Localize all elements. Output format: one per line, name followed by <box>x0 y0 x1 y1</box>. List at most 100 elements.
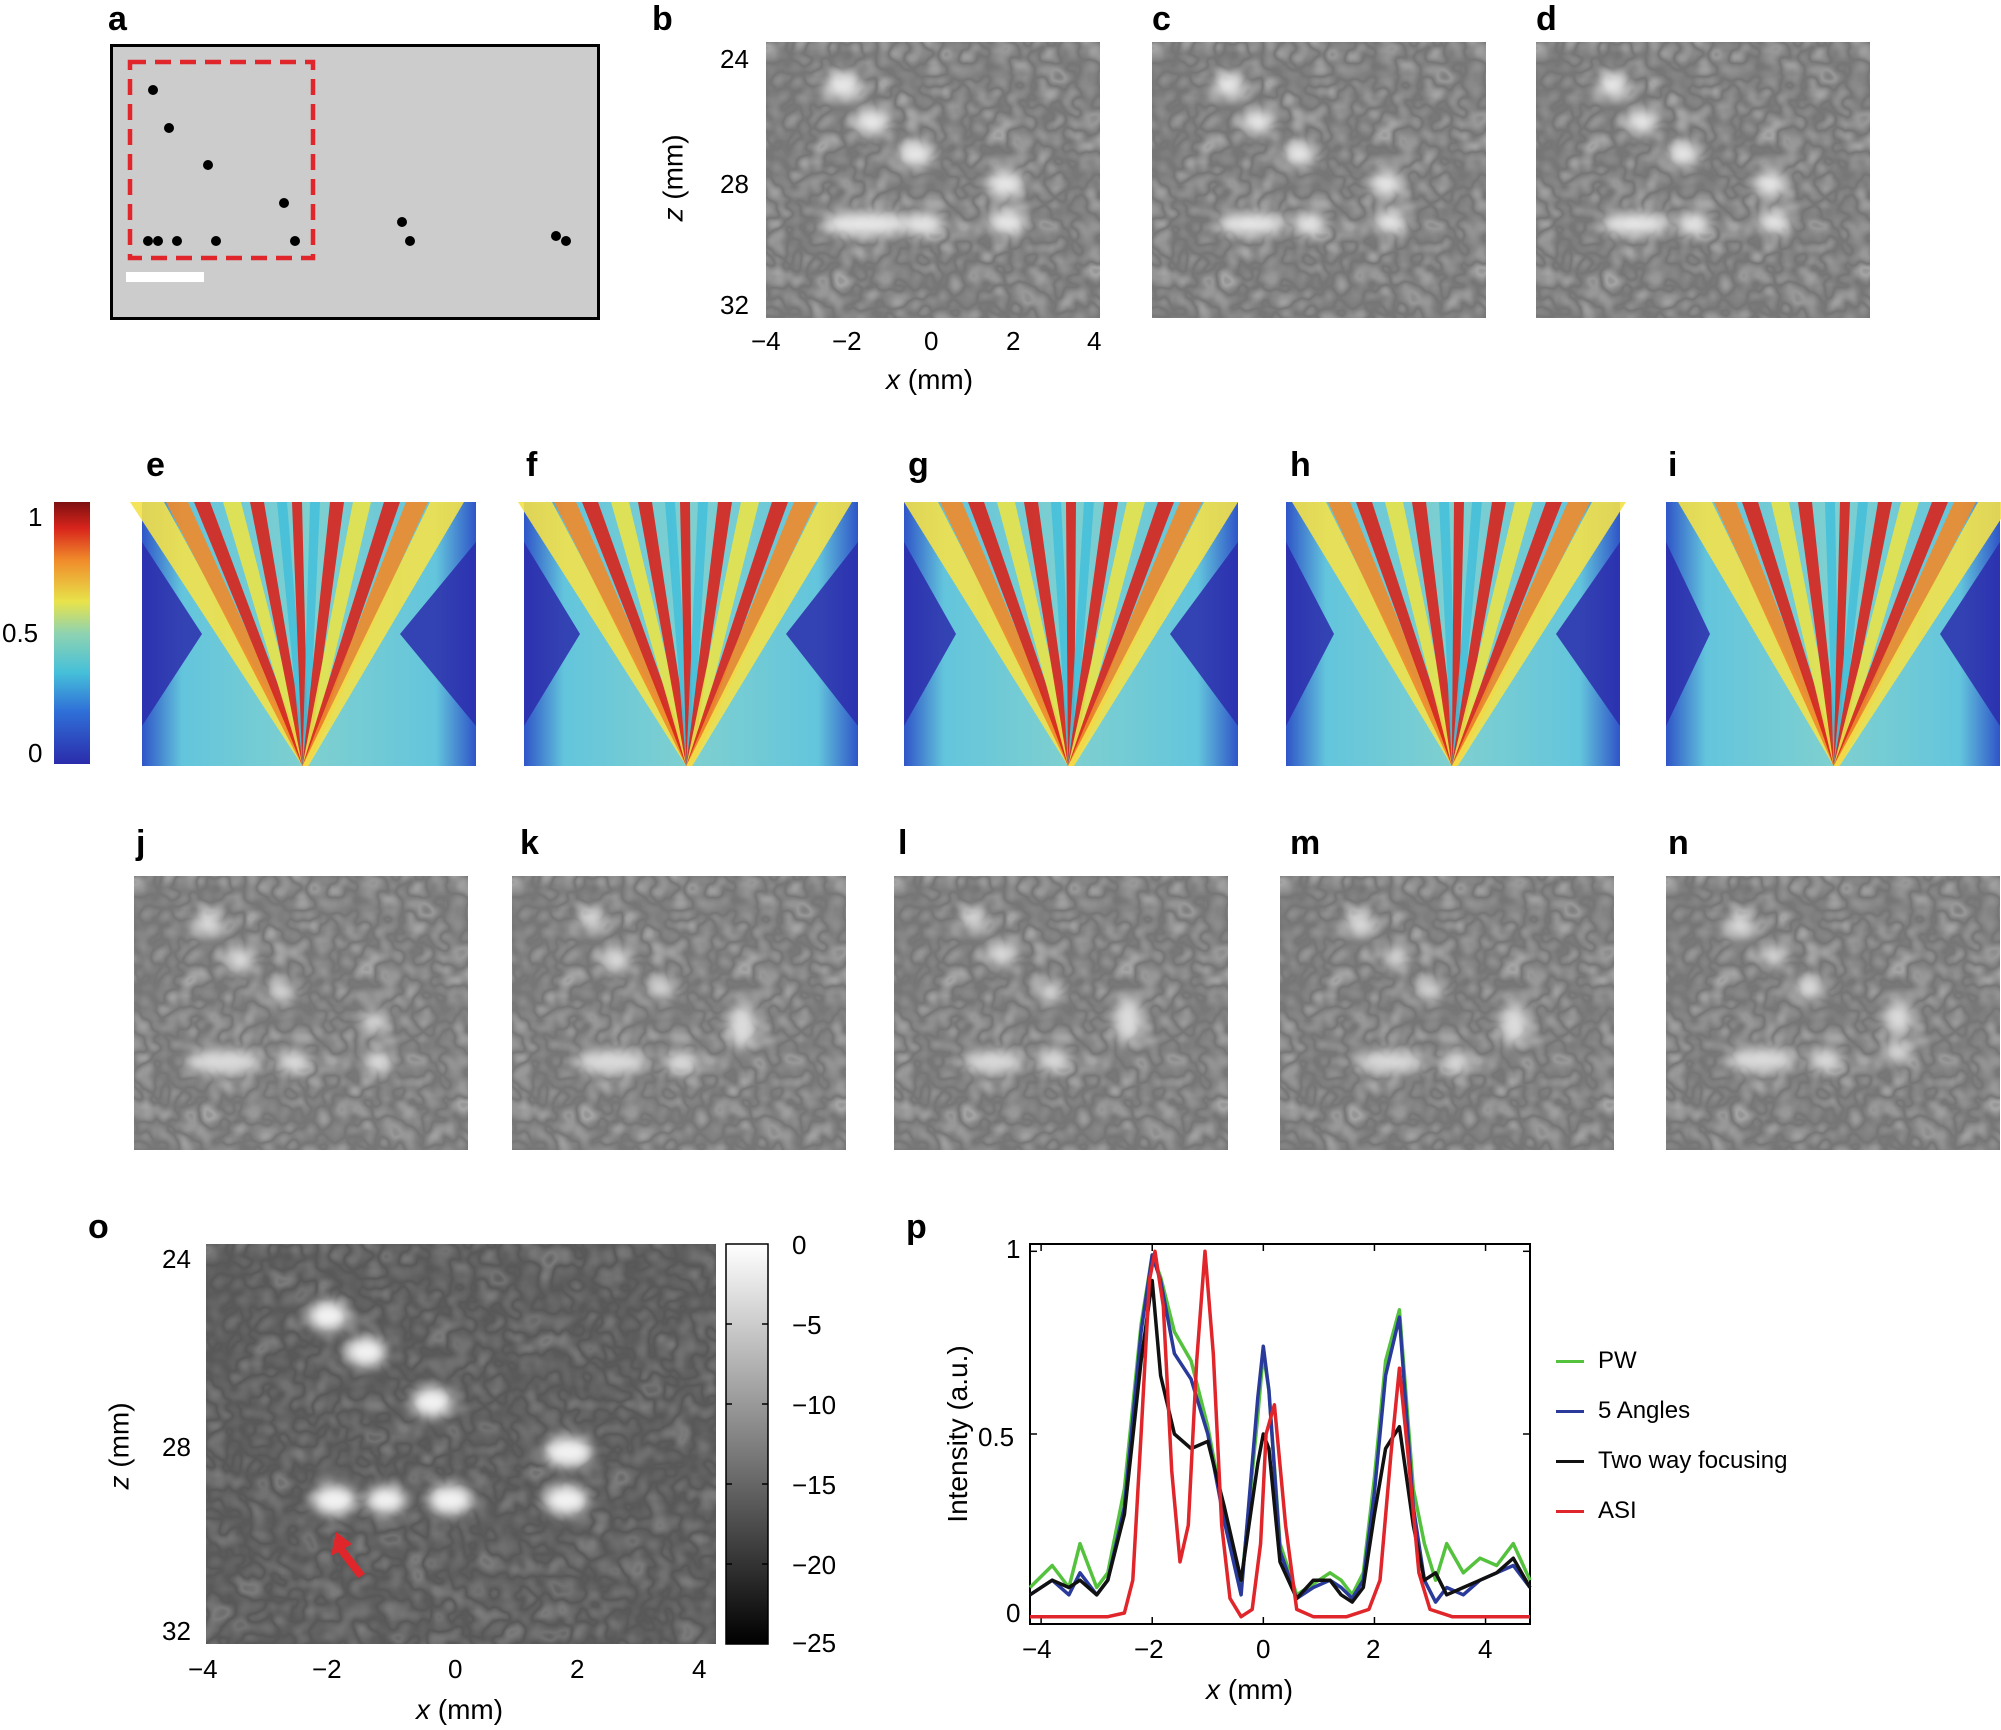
beam-pattern-i <box>1666 502 2001 766</box>
bmode-image-c <box>1152 42 1486 318</box>
beam-stripe <box>686 502 788 766</box>
colorbar-tick-05: 0.5 <box>2 618 39 648</box>
o-xtick-2: 2 <box>570 1654 585 1684</box>
beam-wedge-left <box>1666 542 1710 726</box>
subimage-l <box>894 876 1228 1150</box>
beam-stripe <box>1451 502 1590 766</box>
beam-stripe <box>554 502 693 766</box>
panel-label-h: h <box>1290 446 1311 484</box>
o-xtick-m2: −2 <box>312 1654 342 1684</box>
beam-stripe <box>1742 502 1840 766</box>
p-xtick-m4: −4 <box>1022 1634 1052 1664</box>
beam-stripe <box>940 502 1074 766</box>
bmode-image-b <box>766 42 1100 318</box>
o-ytick-24: 24 <box>162 1244 191 1274</box>
panel-label-o: o <box>88 1208 109 1246</box>
beam-stripe <box>686 502 816 766</box>
p-ytick-1: 1 <box>1006 1234 1021 1264</box>
panel-label-f: f <box>526 446 538 484</box>
beam-stripe <box>1068 502 1202 766</box>
beam-stripe <box>686 502 708 766</box>
beam-stripe <box>223 502 309 766</box>
beam-wedge-left <box>904 542 956 726</box>
beam-stripe <box>1451 502 1626 766</box>
beam-stripe <box>302 502 400 766</box>
beam-stripe <box>1714 502 1840 766</box>
beam-stripe <box>302 502 320 766</box>
beam-pattern-f <box>518 502 858 766</box>
scale-bar <box>126 272 204 282</box>
legend-label-twoway: Two way focusing <box>1598 1447 1788 1474</box>
chart-legend: PW 5 Angles Two way focusing ASI <box>1556 1346 1856 1546</box>
beam-pattern-e <box>130 502 476 766</box>
p-ytick-0: 0 <box>1006 1598 1021 1628</box>
beam-stripe <box>1068 502 1174 766</box>
subimage-j <box>134 876 468 1150</box>
o-zaxis-label: z (mm) <box>103 1402 135 1490</box>
o-xaxis-label: x (mm) <box>416 1694 504 1725</box>
o-cbar-tick-m20: −20 <box>792 1550 837 1580</box>
beam-wedge-right <box>1556 542 1620 726</box>
legend-item-twoway: Two way focusing <box>1556 1446 1787 1476</box>
b-xaxis-label: x (mm) <box>886 364 974 395</box>
p-ytick-05: 0.5 <box>978 1422 1015 1452</box>
beam-stripe <box>1068 502 1238 766</box>
b-xtick-4: 4 <box>1087 326 1102 356</box>
plot-frame <box>1029 1243 1531 1625</box>
panel-label-m: m <box>1290 824 1321 862</box>
asi-image-o <box>206 1244 716 1644</box>
beam-stripe <box>1833 502 1892 766</box>
beam-stripe <box>1412 502 1458 766</box>
jet-colorbar <box>54 502 90 764</box>
panel-label-p: p <box>906 1208 927 1246</box>
o-ytick-28: 28 <box>162 1432 191 1462</box>
red-arrow-icon <box>331 1532 365 1578</box>
panel-label-d: d <box>1536 0 1557 38</box>
b-ytick-32: 32 <box>720 290 749 320</box>
legend-swatch-pw <box>1556 1359 1584 1363</box>
beam-stripe <box>1833 502 2001 766</box>
beam-stripe <box>904 502 1074 766</box>
beam-stripe <box>1678 502 1840 766</box>
phantom-schematic <box>110 44 600 320</box>
legend-swatch-5angles <box>1556 1409 1584 1413</box>
series-line-two-way-focusing <box>1029 1278 1532 1604</box>
beam-stripe <box>1451 502 1482 766</box>
roi-dashed-box <box>127 59 316 261</box>
panel-label-e: e <box>146 446 165 484</box>
panel-label-b: b <box>652 0 673 38</box>
panel-label-i: i <box>1668 446 1678 484</box>
beam-stripe <box>611 502 693 766</box>
p-xtick-4: 4 <box>1478 1634 1493 1664</box>
beam-stripe <box>968 502 1074 766</box>
beam-stripe <box>166 502 309 766</box>
beam-stripe <box>686 502 732 766</box>
o-ytick-32: 32 <box>162 1616 191 1646</box>
beam-stripe <box>686 502 852 766</box>
b-xtick-m4: −4 <box>751 326 781 356</box>
beam-stripe <box>1771 502 1840 766</box>
p-xaxis-label: x (mm) <box>1206 1674 1294 1705</box>
beam-stripe <box>997 502 1074 766</box>
legend-item-asi: ASI <box>1556 1496 1637 1526</box>
panel-label-k: k <box>520 824 539 862</box>
legend-item-pw: PW <box>1556 1346 1637 1376</box>
beam-stripe <box>1451 502 1533 766</box>
beam-stripe <box>1068 502 1118 766</box>
beam-pattern-g <box>904 502 1238 766</box>
beam-stripe <box>686 502 759 766</box>
b-zaxis-label: z (mm) <box>657 134 689 222</box>
beam-wedge-left <box>1286 542 1334 726</box>
beam-stripe <box>1798 502 1840 766</box>
beam-stripe <box>292 502 309 766</box>
o-cbar-tick-m25: −25 <box>792 1628 837 1658</box>
beam-stripe <box>1833 502 1868 766</box>
beam-wedge-left <box>524 542 580 726</box>
beam-wedge-right <box>400 542 476 726</box>
beam-stripe <box>1328 502 1458 766</box>
beam-stripe <box>638 502 693 766</box>
subimage-n <box>1666 876 2000 1150</box>
o-xtick-4: 4 <box>692 1654 707 1684</box>
beam-stripe <box>582 502 693 766</box>
beam-wedge-left <box>142 542 202 726</box>
